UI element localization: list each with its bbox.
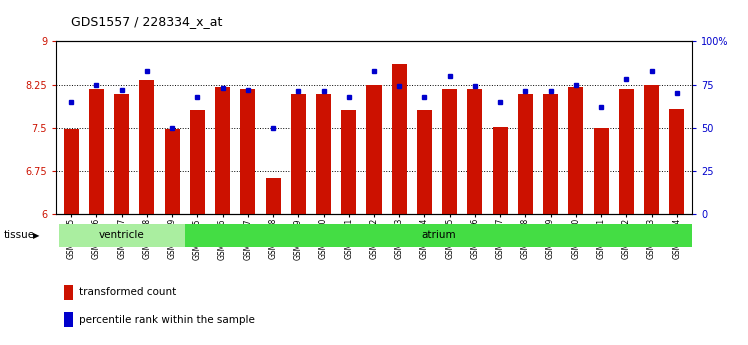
Bar xyxy=(417,110,432,214)
Bar xyxy=(89,89,104,214)
Bar xyxy=(165,129,180,214)
Bar xyxy=(190,110,205,214)
Bar xyxy=(619,89,634,214)
Text: ▶: ▶ xyxy=(33,231,40,240)
Bar xyxy=(367,85,381,214)
Bar xyxy=(442,89,457,214)
Bar xyxy=(392,65,407,214)
Text: atrium: atrium xyxy=(421,230,456,240)
Bar xyxy=(493,127,508,214)
Text: tissue: tissue xyxy=(4,230,35,240)
Bar xyxy=(341,110,356,214)
Text: percentile rank within the sample: percentile rank within the sample xyxy=(79,315,254,325)
Bar xyxy=(240,89,255,214)
Bar xyxy=(64,129,79,214)
Text: transformed count: transformed count xyxy=(79,287,176,297)
Bar xyxy=(593,128,609,214)
Bar xyxy=(114,94,129,214)
Bar xyxy=(669,109,684,214)
Bar xyxy=(518,94,533,214)
Bar xyxy=(543,94,558,214)
Bar xyxy=(468,89,482,214)
Bar xyxy=(291,94,306,214)
Bar xyxy=(139,80,155,214)
Bar xyxy=(568,87,583,214)
Bar xyxy=(185,224,692,247)
Text: GDS1557 / 228334_x_at: GDS1557 / 228334_x_at xyxy=(71,14,222,28)
Bar xyxy=(266,178,280,214)
Bar xyxy=(316,94,331,214)
Bar xyxy=(58,224,185,247)
Bar xyxy=(215,87,230,214)
Bar xyxy=(644,85,659,214)
Text: ventricle: ventricle xyxy=(99,230,144,240)
